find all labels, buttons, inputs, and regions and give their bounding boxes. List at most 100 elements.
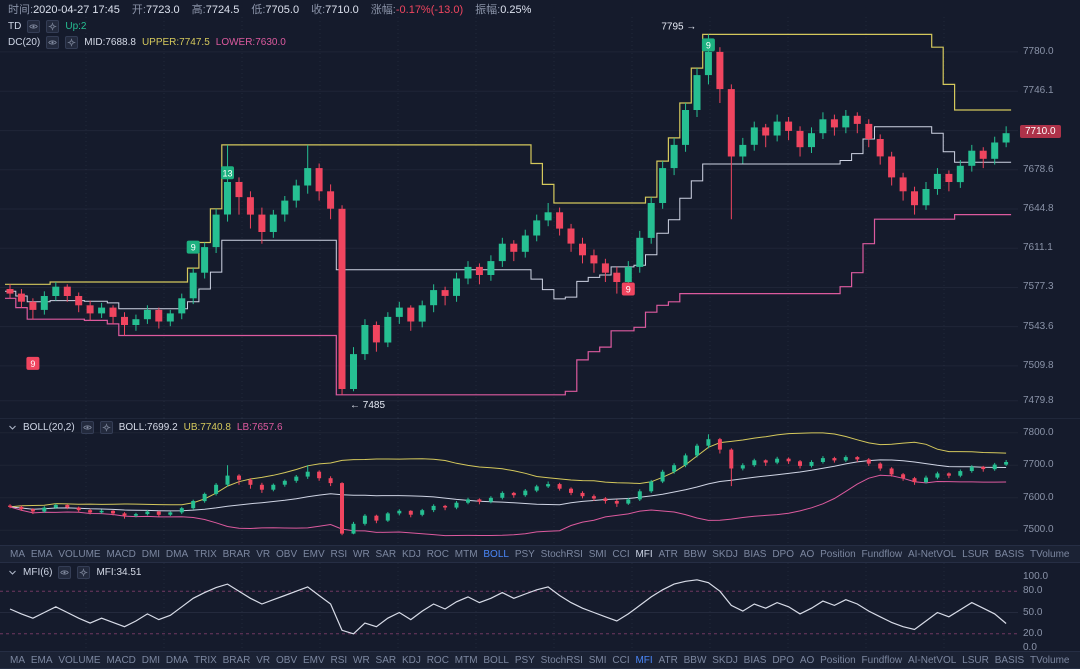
amplitude-value: 0.25%	[500, 4, 532, 16]
indicator-tab-dmi[interactable]: DMI	[141, 548, 161, 560]
mfi-value: MFI:34.51	[96, 567, 142, 578]
indicator-tab-ema[interactable]: EMA	[30, 548, 53, 560]
svg-text:9: 9	[191, 243, 196, 253]
indicator-tab-bbw[interactable]: BBW	[683, 548, 707, 560]
dc-indicator-name: DC(20)	[8, 37, 41, 48]
indicator-tab-mfi[interactable]: MFI	[635, 654, 653, 666]
indicator-tab-atr[interactable]: ATR	[658, 548, 678, 560]
indicator-tab-smi[interactable]: SMI	[588, 654, 607, 666]
td-settings-icon[interactable]	[46, 20, 60, 33]
indicator-tab-mtm[interactable]: MTM	[454, 548, 478, 560]
indicator-tab-tvolume[interactable]: TVolume	[1030, 654, 1070, 666]
indicator-tab-ema[interactable]: EMA	[30, 654, 53, 666]
indicator-tab-obv[interactable]: OBV	[276, 654, 298, 666]
indicator-tab-roc[interactable]: ROC	[426, 654, 449, 666]
td-visibility-icon[interactable]	[27, 20, 41, 33]
indicator-tab-sar[interactable]: SAR	[375, 654, 397, 666]
indicator-tab-ai-netvol[interactable]: AI-NetVOL	[907, 654, 957, 666]
indicator-tab-ma[interactable]: MA	[10, 548, 25, 560]
indicator-tab-dpo[interactable]: DPO	[772, 548, 794, 560]
indicator-tab-obv[interactable]: OBV	[276, 548, 298, 560]
indicator-tab-bbw[interactable]: BBW	[683, 654, 707, 666]
indicator-tab-bias[interactable]: BIAS	[743, 654, 767, 666]
indicator-tab-emv[interactable]: EMV	[302, 654, 325, 666]
indicator-tab-vr[interactable]: VR	[256, 654, 271, 666]
mfi-collapse-icon[interactable]	[8, 568, 17, 577]
indicator-tab-dpo[interactable]: DPO	[772, 654, 794, 666]
indicator-tab-fundflow[interactable]: Fundflow	[861, 654, 903, 666]
indicator-tab-brar[interactable]: BRAR	[222, 548, 251, 560]
main-price-chart-canvas[interactable]: 9 9 13 9 9 7795 → ← 7485	[0, 17, 1018, 418]
indicator-tab-skdj[interactable]: SKDJ	[712, 654, 738, 666]
svg-text:9: 9	[30, 359, 35, 369]
indicator-tab-macd[interactable]: MACD	[106, 654, 136, 666]
indicator-tab-stochrsi[interactable]: StochRSI	[540, 548, 583, 560]
indicator-tab-dma[interactable]: DMA	[165, 548, 189, 560]
indicator-tab-cci[interactable]: CCI	[612, 654, 630, 666]
indicator-tab-wr[interactable]: WR	[353, 548, 370, 560]
indicator-tab-vr[interactable]: VR	[256, 548, 271, 560]
indicator-tab-boll[interactable]: BOLL	[483, 654, 509, 666]
indicator-tab-kdj[interactable]: KDJ	[401, 654, 421, 666]
indicator-tab-position[interactable]: Position	[820, 654, 856, 666]
indicator-tab-ma[interactable]: MA	[10, 654, 25, 666]
indicator-tab-bias[interactable]: BIAS	[743, 548, 767, 560]
indicator-tab-dmi[interactable]: DMI	[141, 654, 161, 666]
boll-collapse-icon[interactable]	[8, 423, 17, 432]
indicator-tab-emv[interactable]: EMV	[302, 548, 325, 560]
indicator-tab-ao[interactable]: AO	[799, 654, 815, 666]
indicator-tab-tvolume[interactable]: TVolume	[1030, 548, 1070, 560]
indicator-tab-macd[interactable]: MACD	[106, 548, 136, 560]
indicator-tab-ai-netvol[interactable]: AI-NetVOL	[907, 548, 957, 560]
indicator-tab-lsur[interactable]: LSUR	[962, 654, 989, 666]
indicator-tab-volume[interactable]: VOLUME	[58, 548, 101, 560]
indicator-tab-kdj[interactable]: KDJ	[401, 548, 421, 560]
high-value: 7724.5	[205, 4, 240, 16]
mfi-settings-icon[interactable]	[77, 566, 91, 579]
open-field: 开:7723.0	[132, 1, 180, 17]
dc-upper-value: UPPER:7747.5	[141, 37, 210, 48]
indicator-tab-psy[interactable]: PSY	[514, 548, 535, 560]
indicator-tab-sar[interactable]: SAR	[375, 548, 397, 560]
boll-axis-label: 7800.0	[1023, 427, 1054, 438]
indicator-tab-smi[interactable]: SMI	[588, 548, 607, 560]
svg-text:9: 9	[626, 285, 631, 295]
boll-visibility-icon[interactable]	[80, 421, 94, 434]
main-axis-label: 7611.1	[1023, 242, 1053, 253]
indicator-tab-rsi[interactable]: RSI	[330, 654, 348, 666]
indicator-tab-cci[interactable]: CCI	[612, 548, 630, 560]
indicator-tab-trix[interactable]: TRIX	[194, 548, 217, 560]
indicator-tab-position[interactable]: Position	[820, 548, 856, 560]
indicator-tab-dma[interactable]: DMA	[165, 654, 189, 666]
indicator-tab-roc[interactable]: ROC	[426, 548, 449, 560]
indicator-tab-rsi[interactable]: RSI	[330, 548, 348, 560]
indicator-tab-boll[interactable]: BOLL	[483, 548, 509, 560]
main-axis-label: 7509.8	[1023, 360, 1054, 371]
indicator-tab-psy[interactable]: PSY	[514, 654, 535, 666]
indicator-tab-lsur[interactable]: LSUR	[962, 548, 989, 560]
last-price-tag: 7710.0	[1020, 125, 1061, 138]
indicator-tab-brar[interactable]: BRAR	[222, 654, 251, 666]
indicator-tab-wr[interactable]: WR	[353, 654, 370, 666]
dc-settings-icon[interactable]	[65, 36, 79, 49]
indicator-tab-volume[interactable]: VOLUME	[58, 654, 101, 666]
main-axis-label: 7780.0	[1023, 46, 1054, 57]
indicator-tab-basis[interactable]: BASIS	[994, 654, 1025, 666]
indicator-tab-atr[interactable]: ATR	[658, 654, 678, 666]
boll-settings-icon[interactable]	[99, 421, 113, 434]
indicator-tab-fundflow[interactable]: Fundflow	[861, 548, 903, 560]
indicator-tab-mtm[interactable]: MTM	[454, 654, 478, 666]
indicator-tab-mfi[interactable]: MFI	[635, 548, 653, 560]
mfi-visibility-icon[interactable]	[58, 566, 72, 579]
indicator-tab-trix[interactable]: TRIX	[194, 654, 217, 666]
time-value: 2020-04-27 17:45	[33, 4, 120, 16]
indicator-tab-ao[interactable]: AO	[799, 548, 815, 560]
indicator-tab-skdj[interactable]: SKDJ	[712, 548, 738, 560]
dc-visibility-icon[interactable]	[46, 36, 60, 49]
indicator-tab-stochrsi[interactable]: StochRSI	[540, 654, 583, 666]
indicator-tab-basis[interactable]: BASIS	[994, 548, 1025, 560]
svg-text:7795 →: 7795 →	[661, 21, 696, 32]
mfi-subchart-canvas[interactable]	[0, 563, 1018, 651]
close-label: 收:	[311, 4, 326, 16]
boll-subchart-canvas[interactable]	[0, 418, 1018, 545]
